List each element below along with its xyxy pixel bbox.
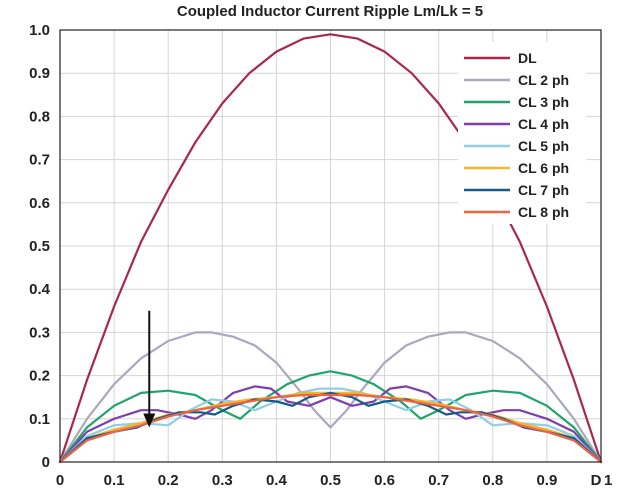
legend-label: CL 7 ph <box>518 182 569 198</box>
series-line-3 <box>58 370 603 464</box>
x-tick-label: 0.9 <box>536 472 557 489</box>
legend: DL CL 2 ph CL 3 ph CL 4 ph CL 5 ph CL 6 ph CL … <box>458 42 586 224</box>
annotation <box>143 310 156 428</box>
y-tick-label: 0.8 <box>29 108 50 125</box>
y-tick-label: 0.7 <box>29 152 50 169</box>
x-tick-label: 0.1 <box>104 472 125 489</box>
arrow-head <box>143 413 156 428</box>
x-tick-label: 0.7 <box>428 472 449 489</box>
legend-box <box>458 42 586 224</box>
legend-label: CL 8 ph <box>518 204 569 220</box>
plot-frame <box>59 29 602 463</box>
legend-label: CL 4 ph <box>518 116 569 132</box>
axes: 0 0.1 0.2 0.3 0.4 0.5 0.6 0.7 0.8 0.9 1D 0 0.1 0.2 0.3… <box>29 22 612 489</box>
x-tick-label: 0.2 <box>158 472 179 489</box>
y-tick-label: 0.1 <box>29 411 50 428</box>
series-line-4 <box>58 385 603 464</box>
legend-label: DL <box>518 50 537 66</box>
series-line-5 <box>58 387 603 464</box>
x-tick-label: 0.6 <box>374 472 395 489</box>
y-tick-label: 0.4 <box>29 281 51 298</box>
x-tick-label: 0.3 <box>212 472 233 489</box>
legend-label: CL 3 ph <box>518 94 569 110</box>
x-tick-label: 0.8 <box>482 472 503 489</box>
x-tick-label: 1 <box>604 472 612 489</box>
y-tick-label: 0.6 <box>29 195 50 212</box>
y-tick-label: 0 <box>42 454 50 471</box>
series-line-1 <box>58 33 603 464</box>
legend-label: CL 6 ph <box>518 160 569 176</box>
x-tick-label: 0 <box>56 472 64 489</box>
y-tick-label: 0.9 <box>29 65 50 82</box>
y-tick-label: 0.2 <box>29 368 50 385</box>
x-axis-label: D <box>591 472 602 489</box>
y-tick-label: 1.0 <box>29 22 50 39</box>
legend-label: CL 5 ph <box>518 138 569 154</box>
chart-title: Coupled Inductor Current Ripple Lm/Lk = … <box>177 3 483 20</box>
x-tick-label: 0.5 <box>320 472 341 489</box>
series-lines <box>58 33 603 464</box>
series-line-2 <box>58 331 603 464</box>
y-tick-label: 0.5 <box>29 238 50 255</box>
y-tick-label: 0.3 <box>29 324 50 341</box>
legend-label: CL 2 ph <box>518 72 569 88</box>
x-tick-label: 0.4 <box>266 472 288 489</box>
